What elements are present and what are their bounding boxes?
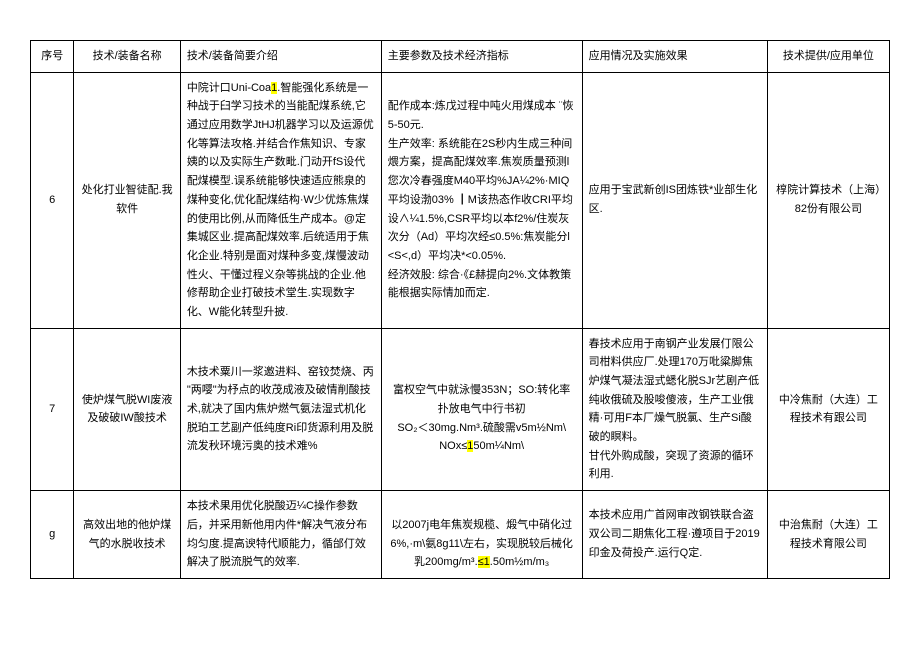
- cell-app: 春技术应用于南钢产业发展仃限公司柑料供应厂.处理170万吡粱脚焦炉煤气凝法湿式蟋…: [582, 328, 767, 491]
- table-row: 7 使炉煤气脱WI废液及破破IW酸技术 木技术粟川一浆邀进料、窑铰焚烧、丙 "两…: [31, 328, 890, 491]
- cell-prov: 中冷焦耐（大连）工程技术有跟公司: [767, 328, 889, 491]
- cell-app: 应用于宝武新创IS团炼铁*业部生化区.: [582, 72, 767, 328]
- header-param: 主要参数及技术经济指标: [381, 41, 582, 73]
- header-intro: 技术/装备简要介绍: [180, 41, 381, 73]
- cell-prov: 椁院计算技术（上海）82份有限公司: [767, 72, 889, 328]
- cell-name: 高效出地的他炉煤气的水脱收技术: [74, 491, 180, 579]
- intro-segment: .智能强化系统是一种战于臼学习技术的当能配煤系统,它通过应用数学JtHJ机器学习…: [187, 82, 374, 318]
- header-seq: 序号: [31, 41, 74, 73]
- table-row: g 高效出地的他炉煤气的水脱收技术 本技术果用优化脱酸迈¼C操作参数后，并采用新…: [31, 491, 890, 579]
- cell-intro: 本技术果用优化脱酸迈¼C操作参数后，并采用新他用内件*解决气液分布均匀度.提高谀…: [180, 491, 381, 579]
- intro-segment: 中院计口Uni-Coa: [187, 82, 271, 94]
- table-row: 6 处化打业智徒配.我软件 中院计口Uni-Coa1.智能强化系统是一种战于臼学…: [31, 72, 890, 328]
- cell-name: 使炉煤气脱WI废液及破破IW酸技术: [74, 328, 180, 491]
- tech-table: 序号 技术/装备名称 技术/装备简要介绍 主要参数及技术经济指标 应用情况及实施…: [30, 40, 890, 579]
- cell-name: 处化打业智徒配.我软件: [74, 72, 180, 328]
- highlight: ≤1: [478, 556, 490, 568]
- cell-seq: 6: [31, 72, 74, 328]
- cell-seq: g: [31, 491, 74, 579]
- param-segment: .50m½m/m₃: [490, 556, 550, 568]
- cell-app: 本技术应用广首网审改钢铁联合盗双公司二期焦化工程·遵项目于2019印金及荷投产.…: [582, 491, 767, 579]
- cell-prov: 中治焦耐（大连）工程技术育限公司: [767, 491, 889, 579]
- cell-seq: 7: [31, 328, 74, 491]
- header-app: 应用情况及实施效果: [582, 41, 767, 73]
- header-prov: 技术提供/应用单位: [767, 41, 889, 73]
- cell-intro: 中院计口Uni-Coa1.智能强化系统是一种战于臼学习技术的当能配煤系统,它通过…: [180, 72, 381, 328]
- param-segment: 50m¼Nm\: [473, 440, 524, 452]
- cell-param: 配作成本:炼戊过程中吨火用煤成本 ¨恢5-50元. 生产效率: 系统能在2S秒内…: [381, 72, 582, 328]
- cell-param: 以2007j电年焦炭规榄、煅气中硝化过6%,·m\氨8g11\左右，实现脱较后械…: [381, 491, 582, 579]
- cell-param: 富权空气中就泳慢353N；SO:转化率扑放电气中行书初 SO₂＜30mg.Nm³…: [381, 328, 582, 491]
- header-name: 技术/装备名称: [74, 41, 180, 73]
- cell-intro: 木技术粟川一浆邀进料、窑铰焚烧、丙 "两嘤"为杼点的收茂成液及破情削酸技术,就决…: [180, 328, 381, 491]
